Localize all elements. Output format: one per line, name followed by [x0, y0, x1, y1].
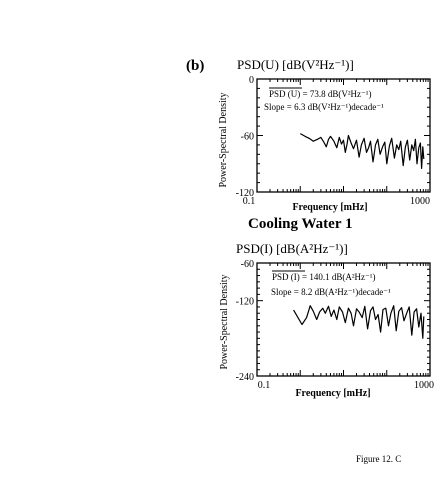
psd-u-chart: PSD(U) [dB(V²Hz⁻¹)] Power-Spectral Densi…: [218, 57, 431, 213]
psd-i-ylabel: Power-Spectral Density: [219, 274, 230, 369]
psd-u-xtick-label: 0.1: [243, 196, 256, 207]
psd-u-xtick-label: 1000: [410, 196, 430, 207]
psd-i-chart: PSD(I) [dB(A²Hz⁻¹)] Power-Spectral Densi…: [219, 241, 434, 399]
section-title: Cooling Water 1: [248, 216, 352, 232]
panel-label: (b): [186, 58, 204, 74]
psd-i-annotation-2: Slope = 8.2 dB(A²Hz⁻¹)decade⁻¹: [271, 287, 391, 297]
psd-u-ytick-label: 0: [249, 75, 254, 86]
psd-u-xlabel: Frequency [mHz]: [292, 202, 367, 213]
psd-i-ytick-label: -240: [236, 372, 254, 383]
psd-i-xtick-label: 0.1: [258, 380, 271, 391]
psd-i-title: PSD(I) [dB(A²Hz⁻¹)]: [236, 241, 348, 256]
psd-u-ytick-label: -120: [236, 188, 254, 199]
psd-u-ytick-label: -60: [241, 132, 254, 143]
psd-u-annotation-1: PSD (U) = 73.8 dB(V²Hz⁻¹): [269, 89, 371, 99]
psd-i-xlabel: Frequency [mHz]: [295, 388, 370, 399]
psd-i-series-line: [293, 305, 425, 339]
psd-i-ytick-label: -60: [241, 259, 254, 270]
figure-caption: Figure 12. C: [356, 454, 401, 464]
psd-i-annotation-1: PSD (I) = 140.1 dB(A²Hz⁻¹): [272, 272, 375, 282]
psd-u-ylabel: Power-Spectral Density: [218, 92, 229, 187]
psd-u-series-line: [300, 133, 425, 170]
psd-u-title: PSD(U) [dB(V²Hz⁻¹)]: [237, 57, 354, 72]
psd-i-ytick-label: -120: [236, 297, 254, 308]
psd-u-annotation-2: Slope = 6.3 dB(V²Hz⁻¹)decade⁻¹: [264, 102, 384, 112]
psd-i-xtick-label: 1000: [414, 380, 434, 391]
